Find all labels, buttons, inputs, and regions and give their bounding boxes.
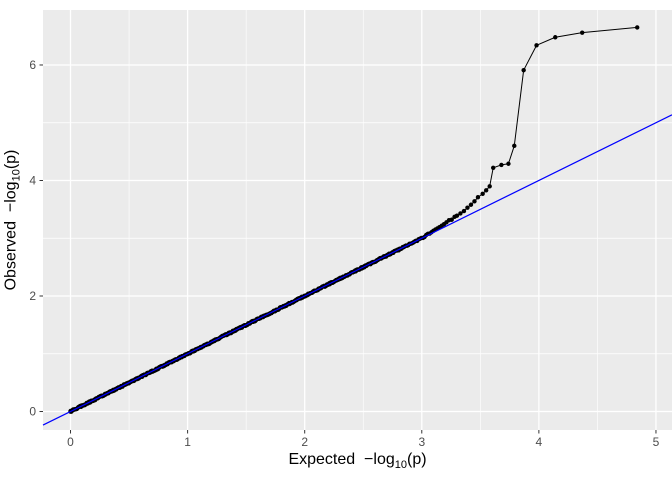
x-tick-label: 0: [67, 435, 74, 449]
data-point: [512, 143, 517, 149]
x-tick-label: 1: [184, 435, 191, 449]
data-point: [458, 211, 463, 216]
y-tick-label: 0: [29, 405, 36, 419]
data-point: [506, 161, 511, 166]
data-point: [465, 205, 470, 210]
data-point: [472, 199, 477, 204]
x-tick-label: 5: [653, 435, 660, 449]
data-point: [491, 165, 496, 170]
x-axis-title: Expected −log10(p): [43, 452, 672, 471]
y-tick-label: 2: [29, 289, 36, 303]
x-axis-title-suffix: (p): [406, 451, 427, 468]
data-point: [475, 195, 481, 200]
y-tick-label: 4: [29, 174, 36, 188]
data-point: [468, 202, 474, 207]
data-point: [454, 213, 460, 218]
x-axis-title-text: Expected −log: [288, 451, 395, 468]
y-axis-title: Observed −log10(p): [2, 149, 23, 291]
data-point: [553, 35, 558, 40]
x-tick-label: 2: [301, 435, 308, 449]
data-point: [534, 43, 539, 48]
data-point: [487, 184, 492, 189]
x-tick-label: 4: [536, 435, 543, 449]
data-point: [579, 30, 585, 35]
data-point: [480, 191, 485, 196]
y-tick-label: 6: [29, 58, 36, 72]
data-point: [521, 67, 526, 73]
y-axis-title-text: Observed −log: [2, 181, 20, 291]
panel-background: [43, 10, 672, 430]
y-axis-title-subscript: 10: [10, 169, 23, 182]
data-point: [499, 162, 504, 168]
x-axis-title-subscript: 10: [394, 459, 407, 472]
data-point: [461, 208, 467, 214]
data-point: [635, 25, 640, 30]
y-axis-title-suffix: (p): [2, 149, 20, 170]
data-point: [449, 217, 454, 222]
data-point: [483, 188, 489, 193]
x-tick-label: 3: [418, 435, 425, 449]
reference-line: [42, 114, 672, 426]
